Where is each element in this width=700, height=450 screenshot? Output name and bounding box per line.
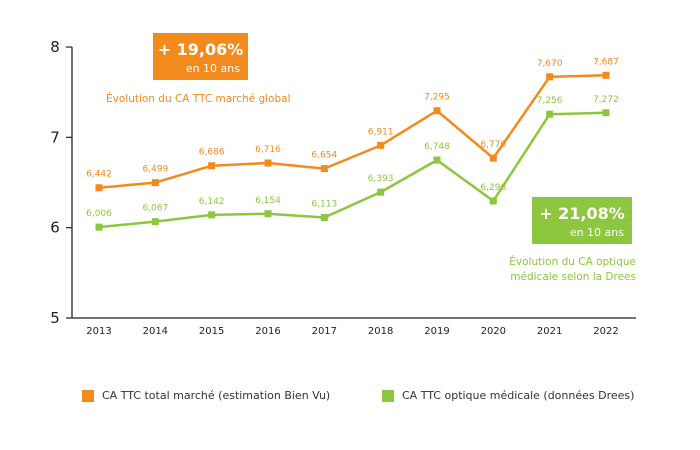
- data-label: 6,442: [86, 170, 112, 180]
- y-tick-label: 8: [50, 38, 60, 56]
- data-point: [377, 141, 385, 149]
- data-point: [546, 73, 554, 81]
- data-point: [95, 184, 103, 192]
- data-point: [377, 188, 385, 196]
- data-point: [151, 179, 159, 187]
- data-label: 6,716: [255, 145, 281, 155]
- annotation-badge-value: + 21,08%: [539, 204, 625, 223]
- x-tick-label: 2018: [368, 326, 393, 337]
- data-label: 6,654: [311, 151, 337, 161]
- data-label: 7,687: [593, 57, 619, 67]
- data-label: 6,748: [424, 142, 450, 152]
- x-tick-label: 2022: [593, 326, 618, 337]
- annotation-badge: [532, 197, 632, 244]
- data-label: 6,499: [142, 165, 168, 175]
- data-point: [264, 159, 272, 167]
- data-label: 6,393: [368, 174, 394, 184]
- data-label: 6,911: [368, 127, 394, 137]
- data-point: [433, 156, 441, 164]
- annotation-badge-subtitle: en 10 ans: [186, 62, 240, 75]
- data-point: [208, 162, 216, 170]
- data-point: [489, 154, 497, 162]
- legend-swatch-orange: [82, 389, 94, 402]
- y-tick-label: 6: [50, 219, 60, 237]
- series-line-2: [98, 111, 607, 229]
- data-point: [602, 71, 610, 79]
- x-tick-label: 2020: [481, 326, 506, 337]
- data-label: 6,113: [311, 199, 337, 209]
- x-tick-label: 2017: [312, 326, 337, 337]
- legend-swatch-green: [382, 389, 394, 402]
- x-tick-label: 2015: [199, 326, 224, 337]
- legend-label-medical-optics: CA TTC optique médicale (données Drees): [402, 389, 635, 402]
- data-label: 7,295: [424, 93, 450, 103]
- data-label: 6,067: [142, 204, 168, 214]
- data-point: [546, 110, 554, 118]
- legend-item-total-market: CA TTC total marché (estimation Bien Vu): [82, 389, 330, 402]
- data-point: [151, 218, 159, 226]
- data-label: 6,686: [199, 148, 225, 158]
- y-tick-label: 5: [50, 309, 60, 327]
- data-point: [320, 213, 328, 221]
- data-point: [602, 109, 610, 117]
- data-label: 6,154: [255, 196, 281, 206]
- data-label: 6,770: [480, 140, 506, 150]
- legend-label-total-market: CA TTC total marché (estimation Bien Vu): [102, 389, 331, 402]
- annotation-badge-subtitle: en 10 ans: [570, 226, 624, 239]
- data-label: 7,670: [537, 59, 563, 69]
- x-tick-label: 2016: [255, 326, 280, 337]
- data-point: [95, 223, 103, 231]
- data-label: 6,296: [480, 183, 506, 193]
- annotation-caption: médicale selon la Drees: [510, 271, 636, 283]
- x-tick-label: 2013: [86, 326, 111, 337]
- annotation-caption: Évolution du CA optique: [509, 255, 636, 268]
- y-tick-label: 7: [50, 128, 60, 146]
- annotation-badge-value: + 19,06%: [158, 40, 244, 59]
- series-line-1: [98, 74, 607, 189]
- data-label: 7,256: [537, 96, 563, 106]
- legend-item-medical-optics: CA TTC optique médicale (données Drees): [382, 389, 634, 402]
- data-point: [264, 210, 272, 218]
- annotation-badge: [153, 33, 248, 80]
- x-tick-label: 2019: [424, 326, 449, 337]
- data-point: [320, 165, 328, 173]
- data-label: 7,272: [593, 95, 619, 105]
- data-point: [433, 107, 441, 115]
- data-point: [208, 211, 216, 219]
- x-tick-label: 2014: [143, 326, 168, 337]
- data-label: 6,006: [86, 209, 112, 219]
- data-point: [489, 197, 497, 205]
- x-tick-label: 2021: [537, 326, 562, 337]
- annotation-caption: Évolution du CA TTC marché global: [106, 92, 291, 105]
- data-label: 6,142: [199, 197, 225, 207]
